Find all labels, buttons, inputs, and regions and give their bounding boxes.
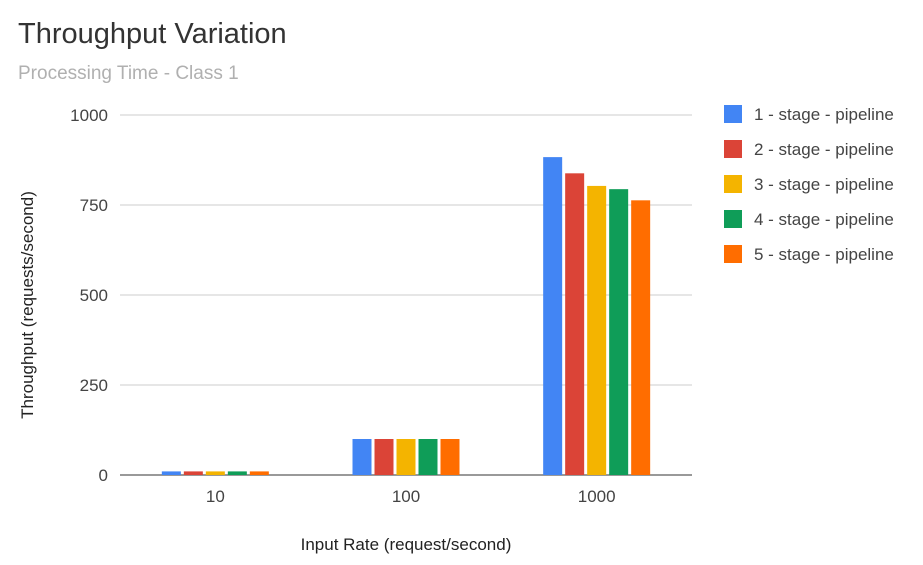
x-axis-title: Input Rate (request/second) [301,535,512,554]
legend-swatch [724,210,742,228]
bar [352,439,372,475]
bar [543,157,563,475]
bar [205,471,225,475]
y-tick-label: 0 [99,466,108,485]
x-tick-label: 100 [392,487,420,506]
bar [418,439,438,475]
legend-label: 1 - stage - pipeline [754,105,894,124]
bar [183,471,203,475]
x-tick-label: 10 [206,487,225,506]
legend-swatch [724,175,742,193]
legend-swatch [724,245,742,263]
legend-label: 3 - stage - pipeline [754,175,894,194]
bar [631,200,651,475]
bar [249,471,269,475]
y-tick-label: 500 [80,286,108,305]
bar [374,439,394,475]
y-tick-label: 1000 [70,106,108,125]
legend-label: 5 - stage - pipeline [754,245,894,264]
bar [227,471,247,475]
y-tick-label: 750 [80,196,108,215]
chart-subtitle: Processing Time - Class 1 [18,63,239,84]
x-tick-label: 1000 [578,487,616,506]
legend-label: 2 - stage - pipeline [754,140,894,159]
chart-title: Throughput Variation [18,18,287,50]
bar [440,439,460,475]
legend-swatch [724,140,742,158]
bar [587,185,607,476]
bar [609,189,629,475]
y-axis-title: Throughput (requests/second) [18,191,37,419]
bar [161,471,181,475]
legend-label: 4 - stage - pipeline [754,210,894,229]
legend-swatch [724,105,742,123]
bar [565,173,585,475]
y-tick-label: 250 [80,376,108,395]
bar [396,439,416,475]
